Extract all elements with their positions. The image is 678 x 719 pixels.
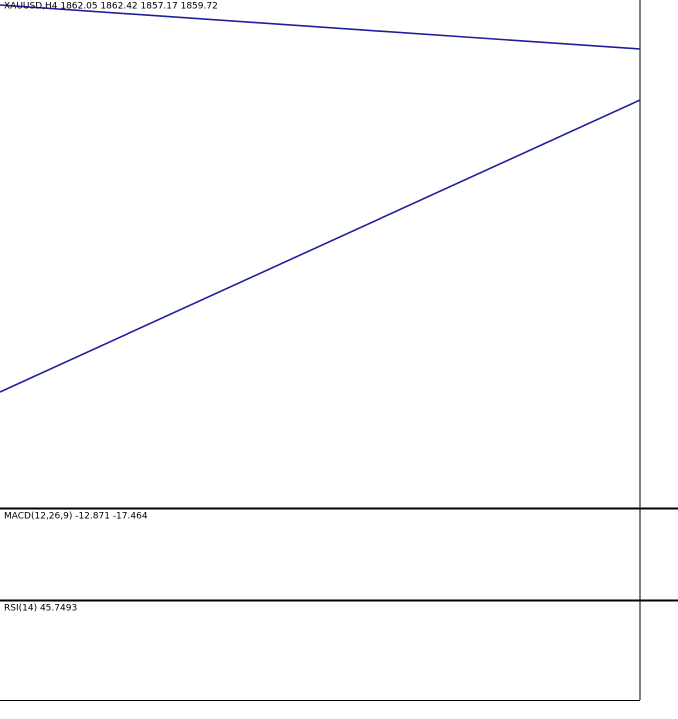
trend-line [0,4,641,50]
rsi-title: RSI(14) 45.7493 [4,604,77,614]
chart-title: XAUUSD,H4 1862.05 1862.42 1857.17 1859.7… [4,2,218,12]
macd-title: MACD(12,26,9) -12.871 -17.464 [4,512,148,522]
trend-line [0,99,641,393]
